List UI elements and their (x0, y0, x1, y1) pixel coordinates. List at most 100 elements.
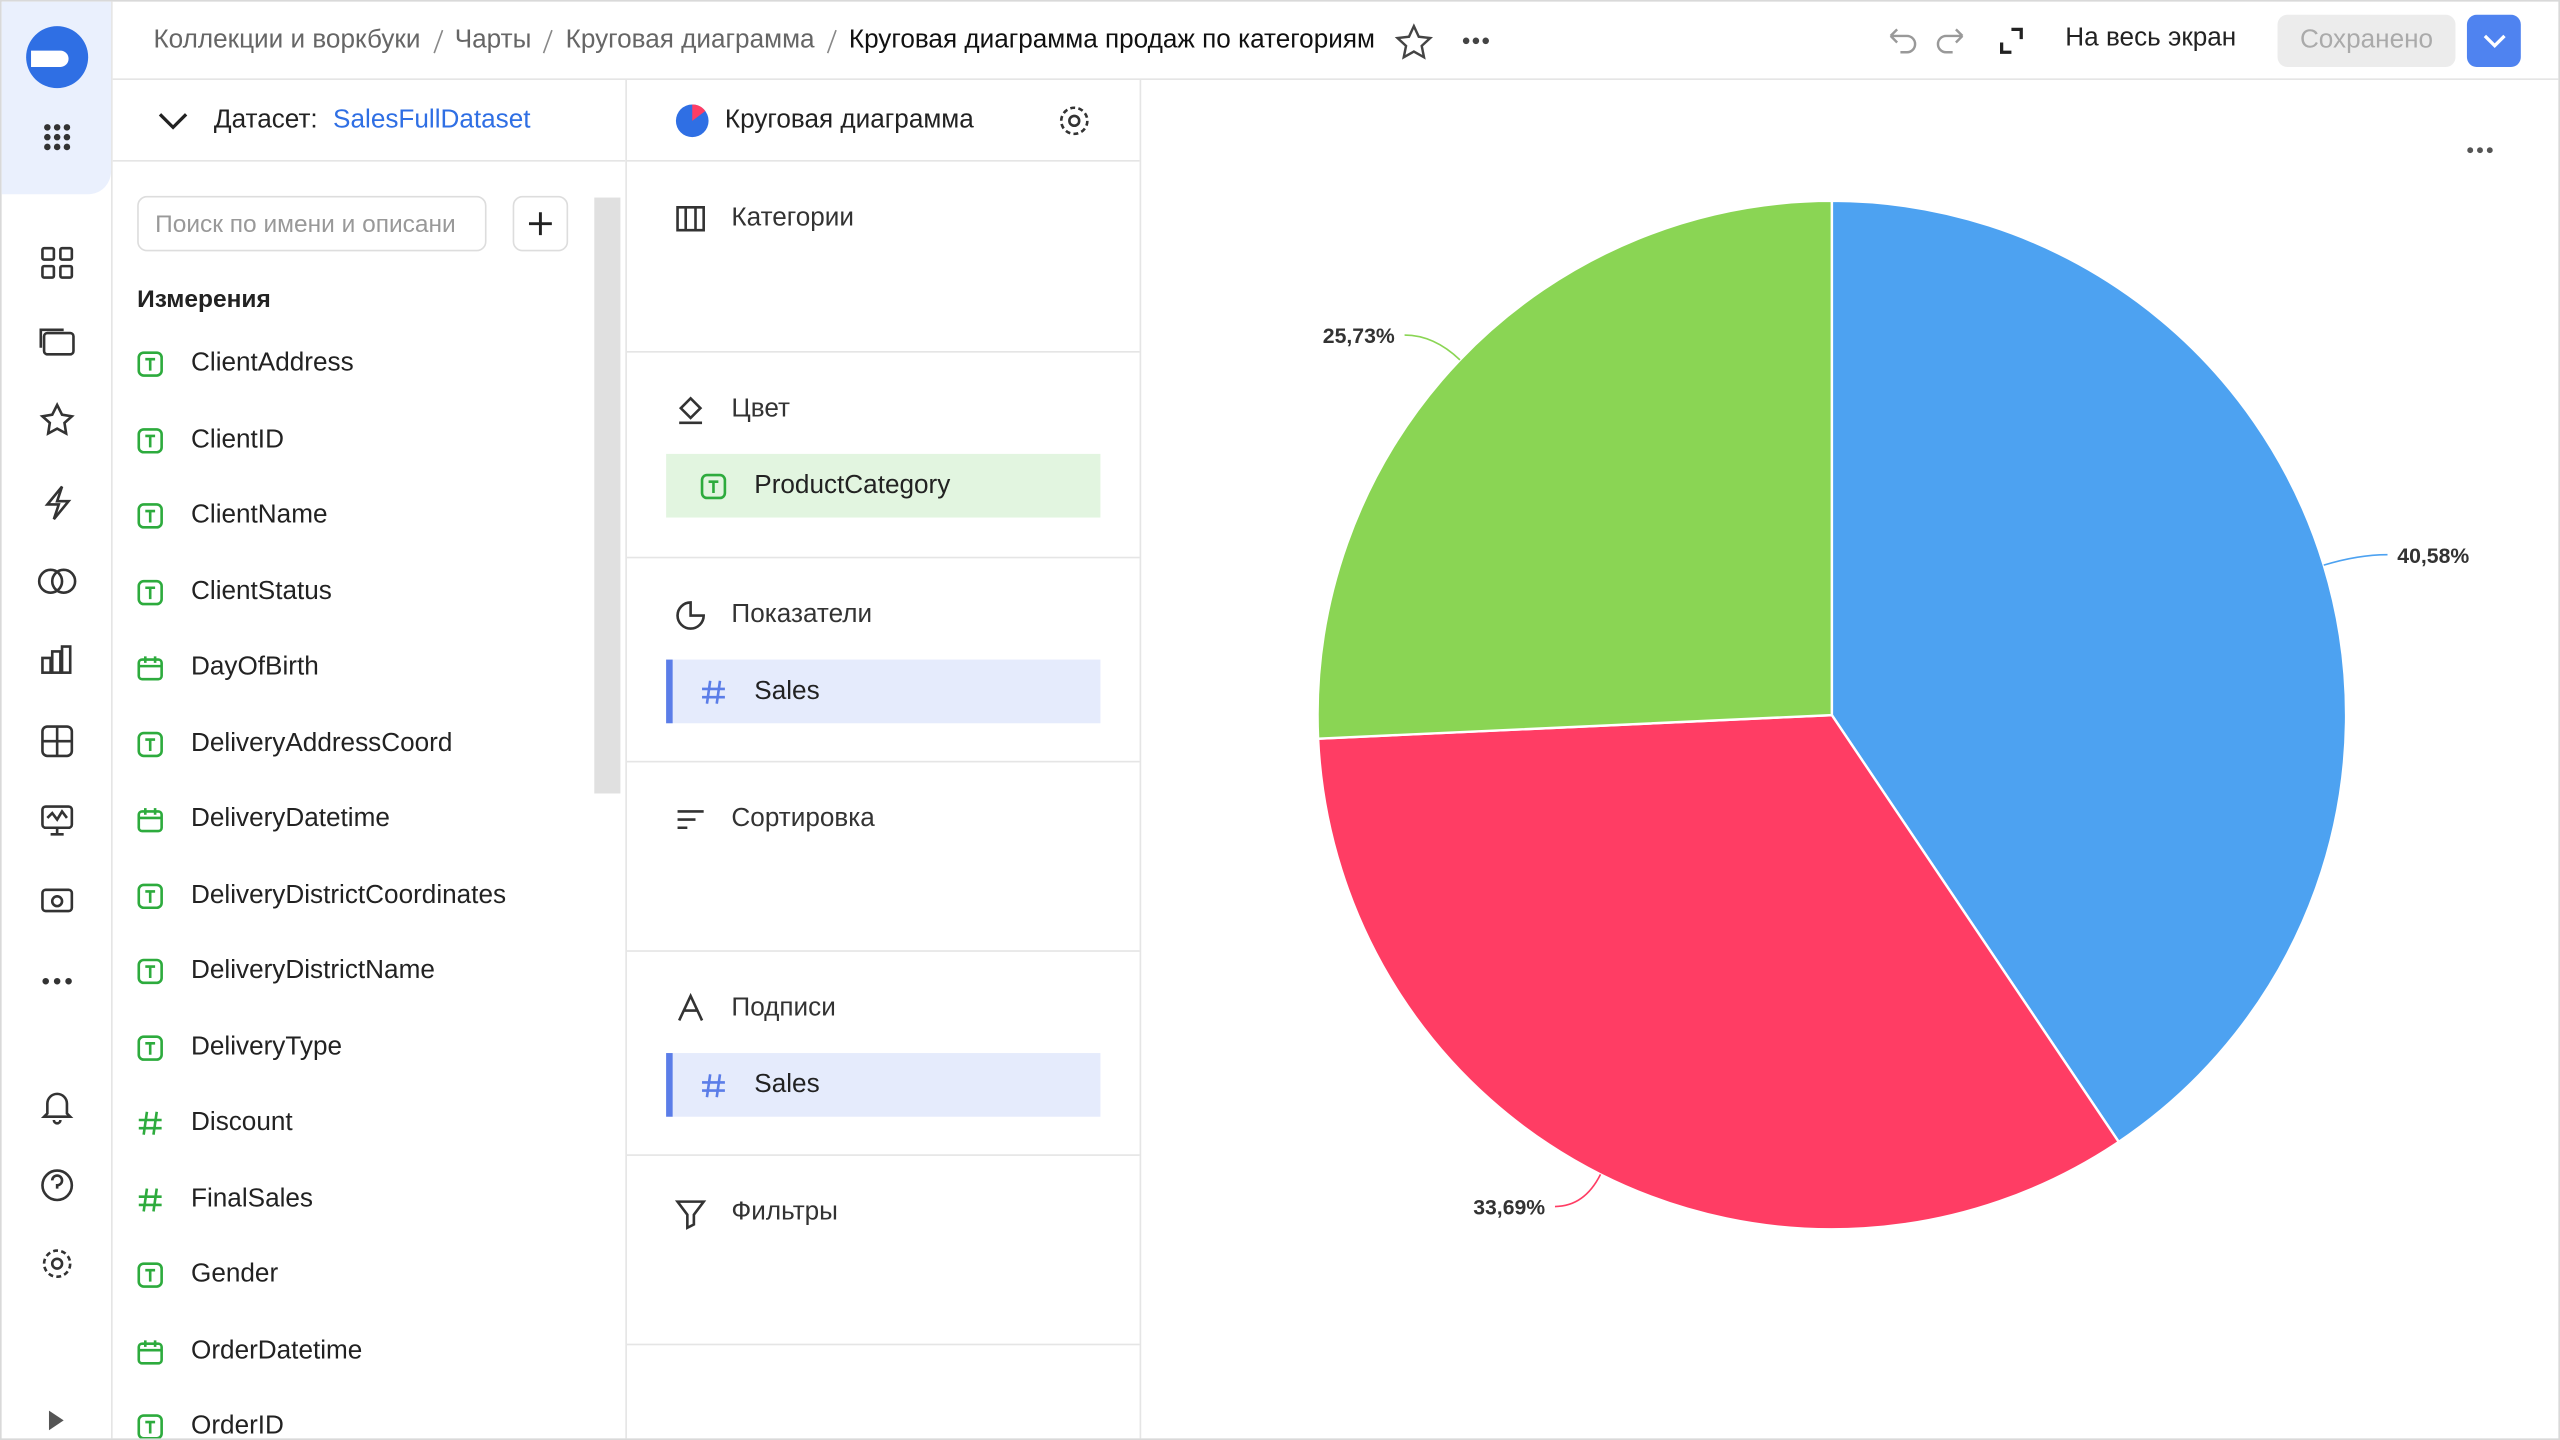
nav-bar (1, 1, 113, 1439)
nav-collections[interactable] (39, 328, 75, 356)
collapse-icon[interactable] (158, 111, 188, 131)
dataset-name[interactable]: SalesFullDataset (333, 106, 531, 134)
number-type-icon (138, 1187, 162, 1211)
icon-frame (700, 472, 727, 499)
text-type-icon (137, 730, 163, 757)
section-name: Подписи (731, 994, 836, 1023)
redo-button[interactable] (1936, 28, 1964, 54)
icon-frame (137, 810, 163, 833)
field-item[interactable]: ClientStatus (136, 572, 332, 611)
icon-glyph (145, 889, 156, 903)
favorite-button[interactable] (1395, 23, 1434, 60)
number-type-icon (702, 679, 725, 704)
text-type-icon (137, 1034, 163, 1061)
field-item[interactable]: DeliveryDistrictCoordinates (136, 876, 507, 915)
breadcrumb[interactable]: Коллекции и воркбуки (153, 26, 421, 54)
nav-home[interactable] (41, 246, 74, 279)
field-item[interactable]: DayOfBirth (136, 648, 319, 687)
section-title: Подписи (673, 991, 836, 1027)
field-chip[interactable]: Sales (666, 659, 1101, 724)
save-menu-button[interactable] (2466, 14, 2521, 67)
label-connector (1404, 334, 1461, 361)
field-name: DeliveryDistrictCoordinates (191, 880, 507, 909)
field-item[interactable]: DeliveryAddressCoord (136, 724, 452, 763)
field-name: ClientID (191, 425, 284, 454)
icon-glyph (677, 992, 704, 1021)
undo-button[interactable] (1889, 28, 1917, 54)
more-button[interactable] (1463, 37, 1490, 45)
icon-glyph (145, 357, 156, 371)
nav-storage[interactable] (41, 888, 74, 913)
settings-button[interactable] (1056, 103, 1092, 139)
separator (826, 29, 837, 53)
visualization-header: Круговая диаграмма (626, 80, 1140, 162)
apps-icon[interactable] (44, 124, 71, 151)
field-name: OrderID (191, 1412, 284, 1440)
nav-settings[interactable] (42, 1249, 72, 1279)
section-name: Фильтры (731, 1198, 838, 1227)
field-item[interactable]: DeliveryType (136, 1028, 342, 1067)
nav-help[interactable] (41, 1169, 74, 1202)
nav-expand[interactable] (48, 1410, 64, 1431)
field-chip[interactable]: Sales (666, 1053, 1101, 1117)
search-input[interactable]: Поиск по имени и описани (137, 195, 487, 252)
save-button[interactable]: Сохранено (2277, 14, 2456, 67)
field-name: Discount (191, 1108, 293, 1137)
nav-dashboards[interactable] (41, 725, 74, 758)
field-item[interactable]: FinalSales (136, 1180, 313, 1219)
chip-name: Sales (754, 1070, 820, 1098)
title-actions (1395, 23, 1490, 60)
data-label: 25,73% (1323, 325, 1395, 348)
chart: 40,58%33,69%25,73%Техника для домаБытовы… (1316, 147, 2493, 1231)
nav-more[interactable] (42, 977, 72, 985)
section-icon (674, 1200, 707, 1230)
plus-icon (528, 212, 552, 236)
field-item[interactable]: ClientName (136, 496, 327, 535)
nav-charts[interactable] (41, 645, 72, 674)
visualization-name[interactable]: Круговая диаграмма (724, 106, 974, 134)
section-icon (676, 601, 705, 630)
section: Категории (626, 162, 1140, 353)
add-field-button[interactable] (512, 195, 569, 252)
icon-frame (137, 658, 163, 681)
field-item[interactable]: DeliveryDatetime (136, 800, 390, 839)
text-type-icon (700, 472, 727, 499)
icon-frame (137, 882, 163, 909)
section-name: Категории (731, 204, 855, 232)
field-item[interactable]: OrderID (136, 1407, 284, 1440)
icon-glyph (676, 206, 705, 232)
breadcrumb[interactable]: Чарты (454, 26, 532, 54)
nav-connections[interactable] (37, 568, 77, 594)
field-name: DayOfBirth (191, 653, 319, 681)
number-type-icon (702, 1073, 725, 1097)
field-name: FinalSales (191, 1184, 313, 1213)
field-item[interactable]: Discount (136, 1104, 293, 1143)
icon-glyph (145, 965, 156, 978)
nav-icons (26, 26, 89, 1431)
icon-glyph (145, 433, 156, 447)
field-item[interactable]: Gender (136, 1256, 278, 1295)
nav-ops[interactable] (44, 485, 72, 521)
nav-favorites[interactable] (39, 401, 75, 436)
breadcrumb[interactable]: Круговая диаграмма (565, 26, 815, 54)
fullscreen-button[interactable]: На весь экран (2065, 24, 2237, 53)
icon-glyph (138, 1111, 162, 1135)
chart-menu[interactable] (2467, 147, 2493, 154)
section-title: Категории (673, 201, 854, 237)
scrollbar[interactable] (594, 197, 621, 794)
icon-glyph (674, 1200, 707, 1230)
field-chip[interactable]: ProductCategory (666, 453, 1101, 518)
section: Фильтры (626, 1156, 1140, 1346)
field-item[interactable]: DeliveryDistrictName (136, 952, 435, 991)
nav-notifications[interactable] (40, 1092, 74, 1125)
nav-monitoring[interactable] (41, 805, 74, 836)
icon-glyph (677, 810, 704, 830)
field-item[interactable]: ClientID (136, 420, 284, 459)
logo[interactable] (26, 26, 89, 89)
field-item[interactable]: ClientAddress (136, 344, 354, 383)
section-title: Фильтры (673, 1195, 838, 1231)
data-label: 33,69% (1473, 1197, 1545, 1220)
field-item[interactable]: OrderDatetime (136, 1331, 362, 1370)
